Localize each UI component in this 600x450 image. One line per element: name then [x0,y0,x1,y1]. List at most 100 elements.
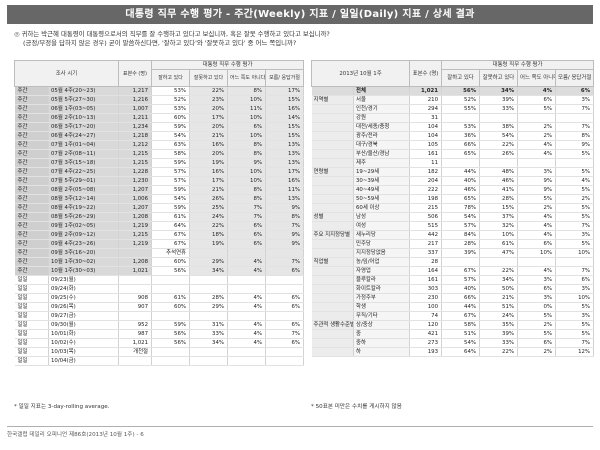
cell-dontknow: 3% [555,311,595,321]
row-period: 09/27(금) [48,311,119,321]
row-group: 주관적 생활수준별 [311,320,354,330]
cell-approve: 44% [441,302,481,312]
row-base: 230 [409,293,443,303]
cell-neither: 7% [227,203,266,213]
row-group [311,203,354,213]
row-segment: 50~59세 [353,194,411,204]
row-base [118,284,152,294]
cell-disapprove [479,158,519,168]
cell-approve: 60% [151,113,190,123]
header-dontknow: 모름/ 응답거절 [555,69,595,87]
cell-approve: 64% [441,347,481,357]
row-period: 07월 2주(08~11) [48,149,119,159]
row-base: 1,218 [118,131,152,141]
row-base: 1,211 [118,113,152,123]
cell-neither: 4% [227,338,266,348]
table-row: 주간 08월 2주(05~08) 1,207 59% 21% 8% 11% [14,185,305,195]
cell-disapprove [189,356,228,366]
cell-disapprove: 22% [189,221,228,231]
cell-disapprove: 61% [479,239,519,249]
cell-dontknow: 6% [555,86,595,96]
cell-approve [151,356,190,366]
cell-approve [441,113,481,123]
row-period: 08월 2주(05~08) [48,185,119,195]
cell-dontknow: 5% [555,302,595,312]
header-period: 조사 시기 [14,60,119,87]
row-period: 06월 4주(24~27) [48,131,119,141]
row-segment: 블루칼라 [353,275,411,285]
row-period: 10/02(수) [48,338,119,348]
table-row: 광주/전라 104 36% 54% 2% 8% [311,131,595,141]
row-base: 1,207 [118,185,152,195]
row-base: 11 [409,158,443,168]
row-segment: 학생 [353,302,411,312]
row-type: 일일 [14,329,49,339]
cell-neither: 2% [517,122,557,132]
cell-dontknow [555,113,595,123]
cell-disapprove: 21% [189,185,228,195]
row-period: 09/26(목) [48,302,119,312]
cell-dontknow: 5% [555,320,595,330]
table-row: 제주 11 [311,158,595,168]
table-row: 대구/경북 105 66% 22% 4% 9% [311,140,595,150]
row-base: 193 [409,347,443,357]
row-type: 주간 [14,176,49,186]
question-line-1: ◎ 귀하는 박근혜 대통령이 대통령으로서의 직무를 잘 수행하고 있다고 보십… [14,30,589,39]
row-base: 1,219 [118,239,152,249]
table-row: 주간 09월 4주(23~26) 1,219 67% 19% 6% 9% [14,239,305,249]
cell-dontknow: 7% [265,221,305,231]
cell-disapprove: 38% [479,122,519,132]
row-period: 10월 1주(30~02) [48,257,119,267]
row-period: 06월 1주(03~05) [48,104,119,114]
row-segment: 60세 이상 [353,203,411,213]
page-footer: 한국갤럽 데일리 오피니언 제86호(2013년 10월 1주) - 6 [7,432,144,438]
cell-disapprove [479,113,519,123]
table-row: 일일 09/24(화) [14,284,305,294]
cell-dontknow: 5% [555,185,595,195]
cell-approve: 66% [441,293,481,303]
cell-neither: 8% [227,194,266,204]
cell-approve: 59% [151,320,190,330]
row-segment: 제주 [353,158,411,168]
row-type: 주간 [14,167,49,177]
row-base: 1,208 [118,212,152,222]
cell-dontknow: 5% [555,167,595,177]
cell-dontknow: 12% [555,347,595,357]
cell-dontknow: 4% [555,176,595,186]
cell-dontknow: 17% [265,167,305,177]
cell-approve: 60% [151,257,190,267]
row-period: 09월 3주(16~20) [48,248,119,258]
header-base: 표본수 (명) [409,60,443,87]
cell-neither: 6% [517,239,557,249]
cell-dontknow: 3% [555,230,595,240]
cell-neither: 7% [227,212,266,222]
small-sample-note: * 50표본 미만은 수치를 게시하지 않음 [311,404,402,410]
table-row: 지지정당없음 337 39% 47% 10% 10% [311,248,595,258]
table-row: 일일 09/25(수) 908 61% 28% 4% 6% [14,293,305,303]
cell-neither: 2% [517,320,557,330]
cell-approve: 61% [151,293,190,303]
row-base: 161 [409,149,443,159]
row-period: 09/30(월) [48,320,119,330]
cell-approve: 63% [151,140,190,150]
cell-approve: 66% [441,140,481,150]
cell-disapprove: 26% [479,149,519,159]
table-row: 학생 100 44% 51% 0% 5% [311,302,595,312]
cell-dontknow: 6% [265,320,305,330]
cell-approve [151,275,190,285]
row-period: 10/03(목) [48,347,119,357]
cell-disapprove: 54% [479,131,519,141]
row-period: 09월 4주(23~26) [48,239,119,249]
table-row: 40~49세 222 46% 41% 9% 5% [311,185,595,195]
row-base: 907 [118,302,152,312]
cell-approve: 60% [151,302,190,312]
cell-neither: 10% [227,176,266,186]
cell-disapprove [479,257,519,267]
cell-neither: 4% [517,266,557,276]
cell-approve: 65% [441,149,481,159]
row-group [311,248,354,258]
cell-disapprove: 28% [479,194,519,204]
footer-divider [7,426,593,427]
row-base: 515 [409,221,443,231]
demographic-table: 2013년 10월 1주 표본수 (명) 대통령 직무 수행 평가 잘하고 있다… [310,60,595,357]
